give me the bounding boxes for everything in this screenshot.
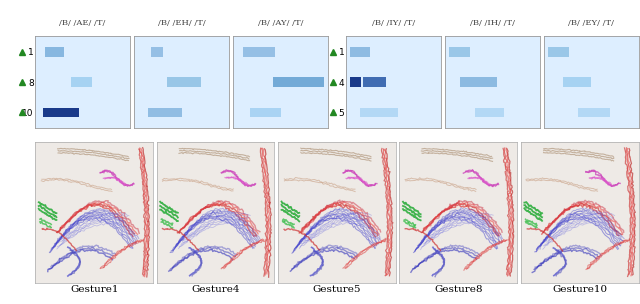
X-axis label: Gesture5: Gesture5 (313, 285, 361, 295)
Text: /B/ /EH/ /T/: /B/ /EH/ /T/ (158, 19, 205, 27)
Bar (360, 108, 398, 117)
Bar (43, 108, 79, 117)
Bar (168, 77, 200, 87)
Bar (71, 77, 92, 87)
Bar (151, 47, 163, 57)
X-axis label: Gesture4: Gesture4 (191, 285, 240, 295)
Text: /B/ /AY/ /T/: /B/ /AY/ /T/ (258, 19, 303, 27)
Text: /B/ /EY/ /T/: /B/ /EY/ /T/ (568, 19, 614, 27)
Bar (349, 47, 369, 57)
Bar (548, 47, 568, 57)
X-axis label: Gesture1: Gesture1 (70, 285, 118, 295)
Text: /B/ /IH/ /T/: /B/ /IH/ /T/ (470, 19, 515, 27)
Bar (148, 108, 182, 117)
Bar (349, 77, 361, 87)
X-axis label: Gesture8: Gesture8 (434, 285, 483, 295)
Bar (476, 108, 504, 117)
Bar (363, 77, 386, 87)
Bar (45, 47, 63, 57)
Bar (250, 108, 281, 117)
Bar (460, 77, 497, 87)
Text: /B/ /IY/ /T/: /B/ /IY/ /T/ (372, 19, 415, 27)
Text: /B/ /AE/ /T/: /B/ /AE/ /T/ (60, 19, 106, 27)
Bar (449, 47, 470, 57)
X-axis label: Gesture10: Gesture10 (552, 285, 607, 295)
Bar (273, 77, 324, 87)
Bar (243, 47, 275, 57)
Bar (578, 108, 611, 117)
Bar (563, 77, 591, 87)
